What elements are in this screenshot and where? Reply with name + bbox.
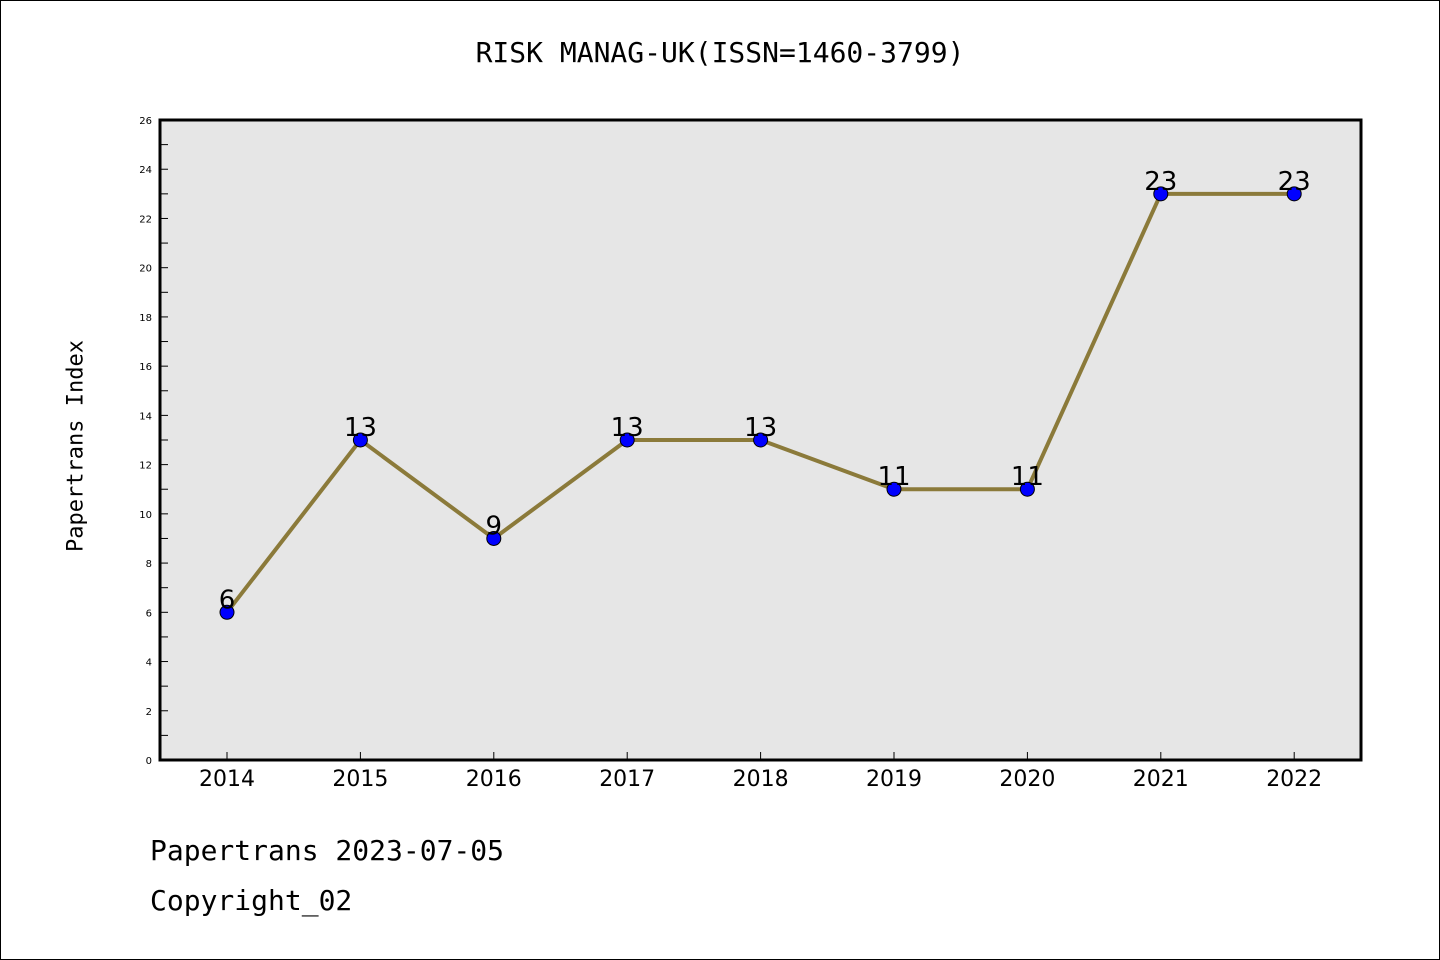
data-label: 11 [877, 462, 910, 492]
y-tick-label: 0 [146, 756, 152, 767]
data-label: 13 [611, 413, 644, 443]
data-label: 11 [1011, 462, 1044, 492]
footer-date: Papertrans 2023-07-05 [150, 834, 505, 867]
x-tick-label: 2021 [1133, 767, 1189, 792]
data-point [1153, 186, 1169, 202]
y-tick-label: 8 [146, 559, 152, 570]
data-point [486, 530, 502, 546]
x-tick-label: 2016 [466, 767, 522, 792]
y-tick-label: 16 [139, 362, 152, 373]
chart-title: RISK MANAG-UK(ISSN=1460-3799) [475, 36, 965, 69]
data-label: 13 [744, 413, 777, 443]
data-label: 23 [1144, 167, 1177, 197]
y-tick-label: 18 [139, 313, 152, 324]
y-tick-label: 6 [146, 608, 152, 619]
y-tick-label: 2 [146, 707, 152, 718]
data-point [753, 432, 769, 448]
x-tick-label: 2014 [199, 767, 255, 792]
y-tick-label: 10 [139, 510, 152, 521]
x-tick-label: 2018 [733, 767, 789, 792]
x-tick-label: 2019 [866, 767, 922, 792]
data-label: 13 [344, 413, 377, 443]
data-point [619, 432, 635, 448]
y-tick-label: 14 [139, 411, 152, 422]
plot-border [158, 118, 1363, 762]
y-tick-label: 4 [146, 658, 152, 669]
data-label: 9 [486, 511, 503, 541]
y-tick-label: 26 [139, 116, 152, 127]
data-point [1286, 186, 1302, 202]
data-point [886, 481, 902, 497]
data-point [219, 604, 235, 620]
x-tick-label: 2020 [999, 767, 1055, 792]
data-label: 6 [219, 585, 236, 615]
x-tick-label: 2022 [1266, 767, 1322, 792]
y-tick-label: 12 [139, 461, 152, 472]
y-tick-label: 24 [139, 165, 152, 176]
footer-copyright: Copyright_02 [150, 884, 353, 917]
data-label: 23 [1278, 167, 1311, 197]
y-tick-label: 20 [139, 264, 152, 275]
y-tick-label: 22 [139, 214, 152, 225]
x-tick-label: 2015 [332, 767, 388, 792]
data-point [1019, 481, 1035, 497]
data-point [352, 432, 368, 448]
x-tick-label: 2017 [599, 767, 655, 792]
